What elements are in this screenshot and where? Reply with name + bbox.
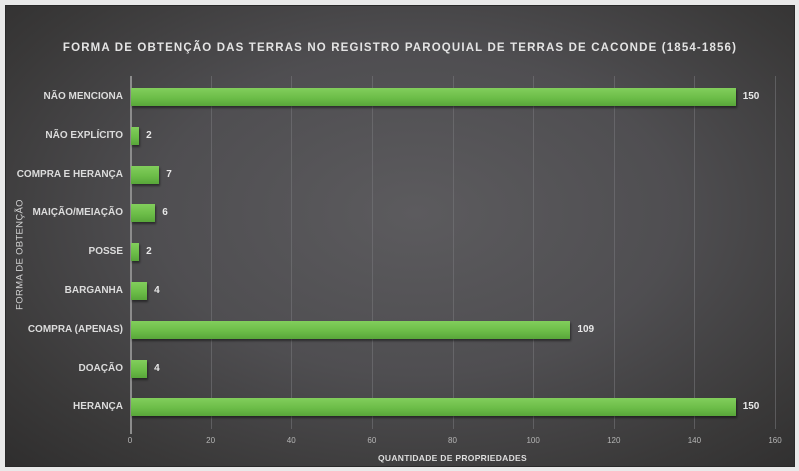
x-tick-label: 140: [687, 436, 702, 445]
bar: [131, 243, 140, 262]
bar: [131, 88, 736, 106]
x-axis-label: QUANTIDADE DE PROPRIEDADES: [377, 453, 527, 463]
bar-row: COMPRA E HERANÇA 7: [17, 165, 775, 184]
plot-area: NÃO MENCIONA 150 NÃO EXPLÍCITO 2 COMPRA E HE…: [17, 76, 782, 463]
bar: [131, 282, 148, 300]
x-tick-label: 0: [127, 436, 133, 445]
data-label: 2: [146, 246, 152, 258]
category-label: BARGANHA: [64, 285, 123, 296]
bar: [131, 204, 156, 223]
bar-row: POSSE 2: [89, 243, 775, 262]
bar: [131, 398, 736, 417]
x-tick-label: 120: [607, 436, 621, 445]
category-label: NÃO MENCIONA: [43, 91, 123, 102]
chart-area: FORMA DE OBTENÇÃO DAS TERRAS NO REGISTRO…: [5, 5, 795, 467]
gridline: [452, 76, 454, 429]
x-tick-label: 160: [768, 436, 782, 445]
data-label: 4: [154, 362, 160, 374]
data-label: 150: [742, 401, 760, 413]
bar-row: DOAÇÃO 4: [79, 359, 775, 378]
gridline: [210, 76, 212, 429]
data-label: 109: [577, 323, 595, 335]
x-tick-label: 100: [526, 436, 540, 445]
y-axis-label: FORMA DE OBTENÇÃO: [14, 199, 26, 310]
bar-row: BARGANHA 4: [65, 282, 775, 300]
category-label: NÃO EXPLÍCITO: [45, 129, 123, 141]
bar: [131, 126, 140, 145]
category-label: MAIÇÃO/MEIAÇÃO: [32, 207, 123, 219]
chart-title: FORMA DE OBTENÇÃO DAS TERRAS NO REGISTRO…: [62, 42, 738, 54]
bar-row: NÃO EXPLÍCITO 2: [45, 126, 775, 145]
x-tick-label: 40: [286, 436, 296, 445]
x-tick-label: 80: [448, 436, 457, 445]
bar-row: COMPRA (APENAS) 109: [28, 320, 775, 339]
data-label: 4: [154, 285, 160, 296]
gridline: [613, 76, 615, 429]
gridline: [371, 76, 373, 429]
gridline: [775, 76, 776, 429]
bar: [131, 165, 160, 184]
bar: [131, 359, 148, 378]
x-tick-label: 60: [367, 436, 377, 445]
data-label: 7: [166, 168, 172, 180]
category-label: POSSE: [88, 246, 123, 258]
x-tick-label: 20: [206, 436, 216, 445]
data-label: 150: [742, 91, 760, 102]
gridline: [533, 76, 535, 429]
bar-row: NÃO MENCIONA 150: [44, 88, 775, 106]
bar: [131, 320, 571, 339]
gridline: [291, 76, 293, 429]
category-label: DOAÇÃO: [78, 362, 123, 374]
bar-row: MAIÇÃO/MEIAÇÃO 6: [32, 204, 775, 223]
data-label: 6: [162, 207, 168, 219]
data-label: 2: [146, 129, 152, 141]
category-label: COMPRA (APENAS): [27, 323, 123, 335]
category-label: HERANÇA: [73, 401, 123, 413]
category-label: COMPRA E HERANÇA: [16, 168, 123, 180]
bar-row: HERANÇA 150: [73, 398, 775, 417]
gridline: [694, 76, 696, 429]
